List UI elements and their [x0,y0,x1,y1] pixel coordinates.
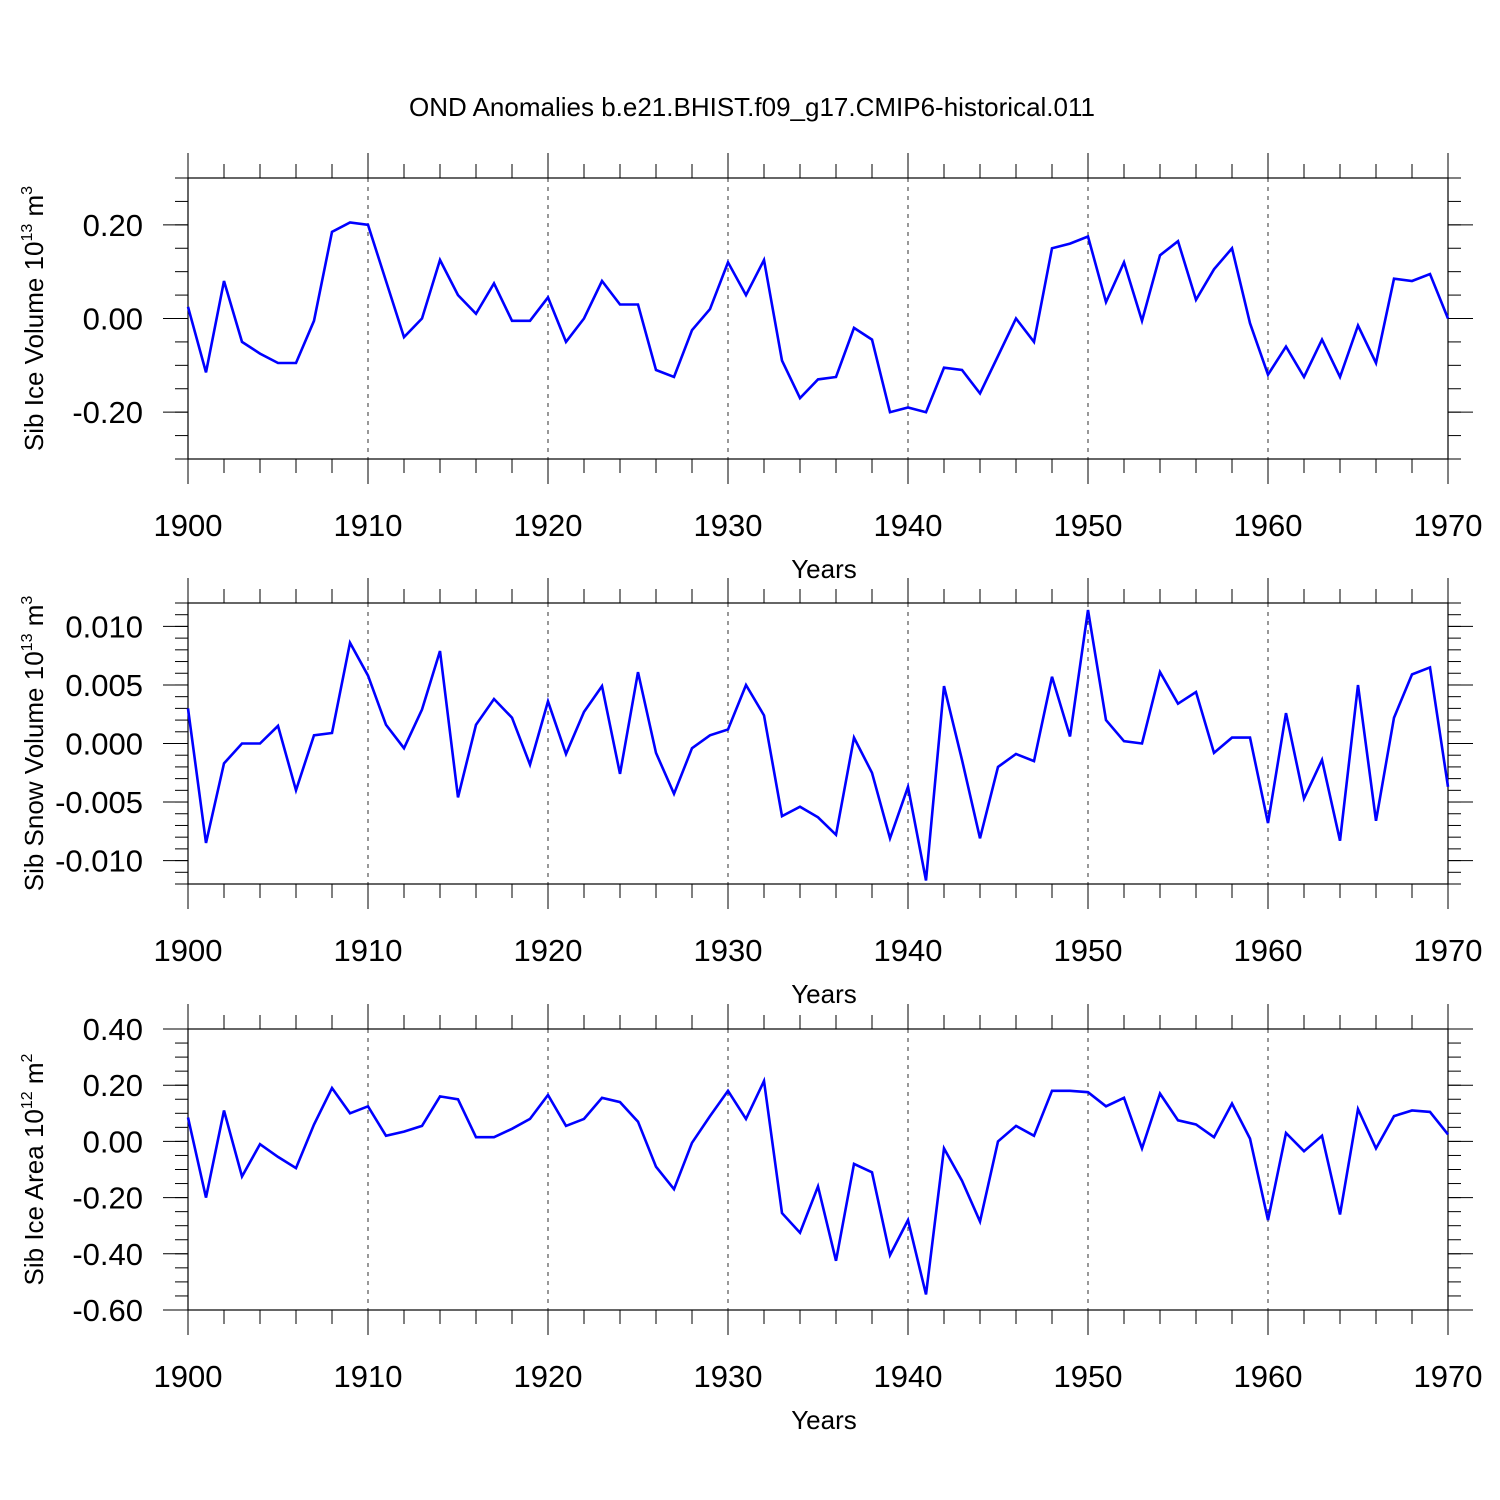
y-axis-label-exponent: 13 [19,224,36,242]
x-axis-label: Years [791,979,857,1009]
y-axis-label-unit: m [19,605,49,634]
x-tick-label: 1930 [694,1359,763,1394]
chart-panel-1: -0.20 0.00 0.20 1900 1910 1920 1930 1940 1950 196… [19,153,1482,584]
x-tick-label: 1950 [1054,933,1123,968]
y-axis-label-text: Sib Ice Volume 10 [19,242,49,452]
y-tick-label: 0.40 [83,1012,143,1047]
x-tick-label: 1940 [874,1359,943,1394]
x-tick-label: 1910 [334,1359,403,1394]
x-tick-label: 1960 [1234,933,1303,968]
y-axis-label-unit-exponent: 2 [19,1053,36,1062]
y-tick-label: 0.00 [83,302,143,337]
y-axis-label: Sib Ice Volume 1013 m3 [19,186,49,451]
series-line [186,221,1450,414]
x-tick-label: 1970 [1414,933,1483,968]
x-tick-label: 1900 [154,933,223,968]
y-tick-label: 0.00 [83,1124,143,1159]
x-tick-label: 1940 [874,508,943,543]
y-tick-label: -0.60 [72,1293,143,1328]
y-tick-label: 0.000 [65,727,143,762]
y-tick-label: -0.20 [72,395,143,430]
x-tick-label: 1970 [1414,1359,1483,1394]
x-tick-label: 1900 [154,1359,223,1394]
x-tick-label: 1920 [514,933,583,968]
x-tick-label: 1920 [514,508,583,543]
y-tick-label: 0.005 [65,668,143,703]
x-axis-label: Years [791,554,857,584]
y-axis-label-unit: m [19,195,49,224]
plot-frame [187,602,1449,885]
x-tick-label: 1960 [1234,508,1303,543]
plot-frame [187,177,1449,460]
series-line [186,1076,1450,1295]
chart-panel-3: -0.60 -0.40 -0.20 0.00 0.20 0.40 1900 1910 1920 1… [19,1004,1482,1435]
x-tick-label: 1950 [1054,508,1123,543]
figure-title: OND Anomalies b.e21.BHIST.f09_g17.CMIP6-… [409,92,1095,122]
plot-frame [187,1028,1449,1311]
y-tick-label: -0.010 [55,844,143,879]
y-axis-label-text: Sib Ice Area 10 [19,1109,49,1285]
y-axis-label-unit-exponent: 3 [19,596,36,605]
panels-group: -0.20 0.00 0.20 1900 1910 1920 1930 1940 1950 196… [19,153,1482,1435]
x-tick-label: 1900 [154,508,223,543]
y-axis-label-unit: m [19,1062,49,1091]
y-tick-label: -0.40 [72,1237,143,1272]
x-tick-label: 1960 [1234,1359,1303,1394]
y-axis-label-exponent: 12 [19,1091,36,1109]
x-tick-label: 1910 [334,933,403,968]
y-tick-label: -0.005 [55,785,143,820]
x-tick-label: 1920 [514,1359,583,1394]
x-tick-label: 1940 [874,933,943,968]
y-axis-label-exponent: 13 [19,633,36,651]
x-tick-label: 1930 [694,508,763,543]
x-tick-label: 1970 [1414,508,1483,543]
y-axis-label: Sib Ice Area 1012 m2 [19,1053,49,1285]
y-axis-label-unit-exponent: 3 [19,186,36,195]
chart-panel-2: -0.010 -0.005 0.000 0.005 0.010 1900 1910 1920 1… [19,578,1482,1009]
y-axis-label: Sib Snow Volume 1013 m3 [19,596,49,892]
x-axis-label: Years [791,1405,857,1435]
y-tick-label: 0.010 [65,609,143,644]
x-tick-label: 1950 [1054,1359,1123,1394]
y-tick-label: -0.20 [72,1181,143,1216]
y-axis-label-text: Sib Snow Volume 10 [19,651,49,891]
x-tick-label: 1910 [334,508,403,543]
y-tick-label: 0.20 [83,1068,143,1103]
x-tick-label: 1930 [694,933,763,968]
y-tick-label: 0.20 [83,208,143,243]
series-line [186,609,1450,881]
